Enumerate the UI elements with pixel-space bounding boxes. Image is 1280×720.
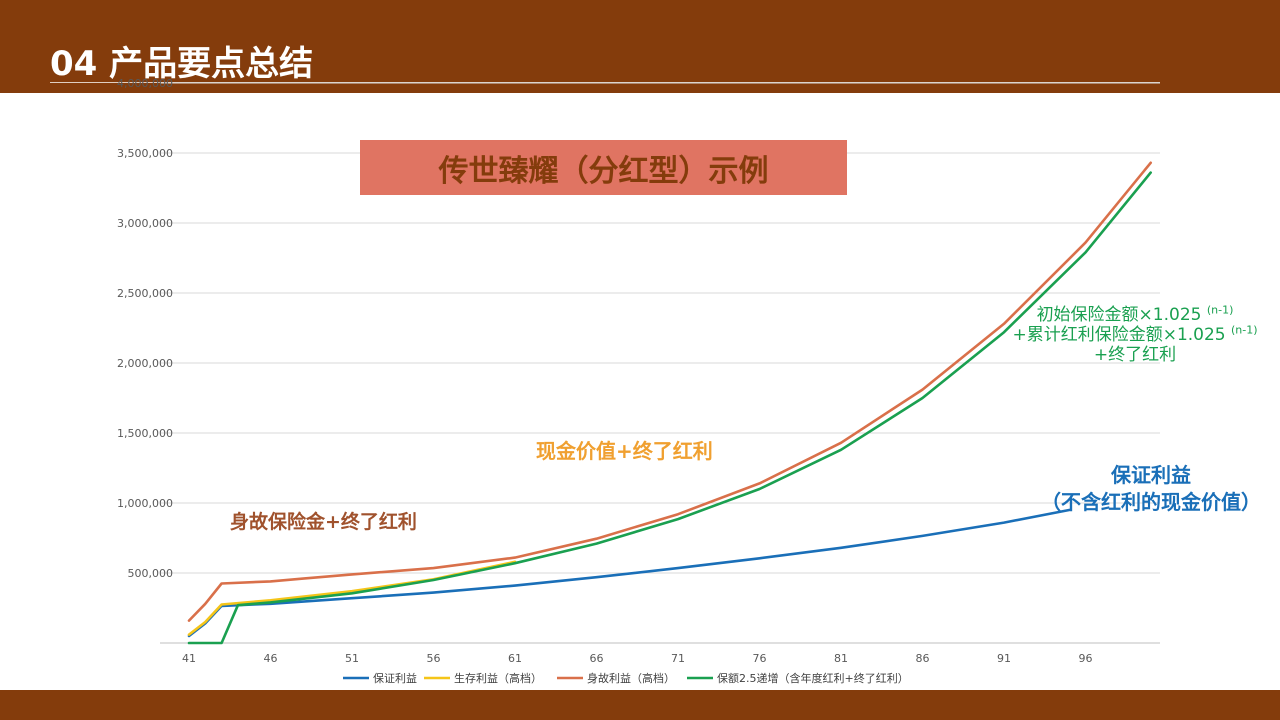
x-tick-label: 71 (671, 652, 685, 665)
x-tick-label: 96 (1079, 652, 1093, 665)
formula-sup-2: (n-1) (1231, 323, 1258, 337)
legend-label-3: 身故利益（高档） (587, 671, 675, 685)
annotation-cash-value: 现金价值+终了红利 (536, 439, 713, 463)
x-tick-label: 41 (182, 652, 196, 665)
page-title: 04 产品要点总结 (50, 44, 314, 84)
footer-band (0, 690, 1280, 720)
y-tick-label: 2,000,000 (117, 357, 173, 370)
legend-label-2: 生存利益（高档） (454, 671, 542, 685)
x-tick-label: 66 (590, 652, 604, 665)
chart-title-banner: 传世臻耀（分红型）示例 (360, 140, 847, 195)
x-tick-label: 76 (753, 652, 767, 665)
annotation-formula: 初始保险金额×1.025 (n-1) +累计红利保险金额×1.025 (n-1)… (1000, 303, 1270, 365)
formula-sup-1: (n-1) (1206, 303, 1234, 317)
x-tick-label: 46 (264, 652, 278, 665)
x-tick-label: 91 (997, 652, 1011, 665)
x-tick-label: 61 (508, 652, 522, 665)
legend-label-4: 保额2.5递增（含年度红利+终了红利） (717, 671, 909, 685)
y-tick-label: 3,000,000 (117, 217, 173, 230)
y-tick-label: 500,000 (128, 567, 174, 580)
series-line-1 (187, 508, 1071, 638)
x-tick-label: 86 (916, 652, 930, 665)
y-tick-label: 2,500,000 (117, 287, 173, 300)
series-line-3 (187, 161, 1152, 622)
legend-label-1: 保证利益 (373, 671, 417, 685)
y-tick-label: 1,000,000 (117, 497, 173, 510)
y-tick-label: 3,500,000 (117, 147, 173, 160)
formula-line1: 初始保险金额×1.025 (1036, 305, 1202, 325)
y-tick-label: 4,000,000 (117, 77, 173, 90)
x-tick-label: 81 (834, 652, 848, 665)
annotation-guaranteed-line1: 保证利益 (1111, 463, 1191, 487)
y-tick-label: 1,500,000 (117, 427, 173, 440)
x-tick-label: 56 (427, 652, 441, 665)
x-tick-label: 51 (345, 652, 359, 665)
annotation-guaranteed-benefit: 保证利益 （不含红利的现金价值） (1036, 462, 1266, 516)
formula-line2: +累计红利保险金额×1.025 (1012, 325, 1226, 345)
annotation-death-benefit: 身故保险金+终了红利 (230, 511, 417, 533)
series-line-4 (187, 171, 1152, 645)
header-band (0, 0, 1280, 93)
annotation-guaranteed-line2: （不含红利的现金价值） (1041, 490, 1261, 514)
formula-line3: +终了红利 (1093, 345, 1177, 365)
